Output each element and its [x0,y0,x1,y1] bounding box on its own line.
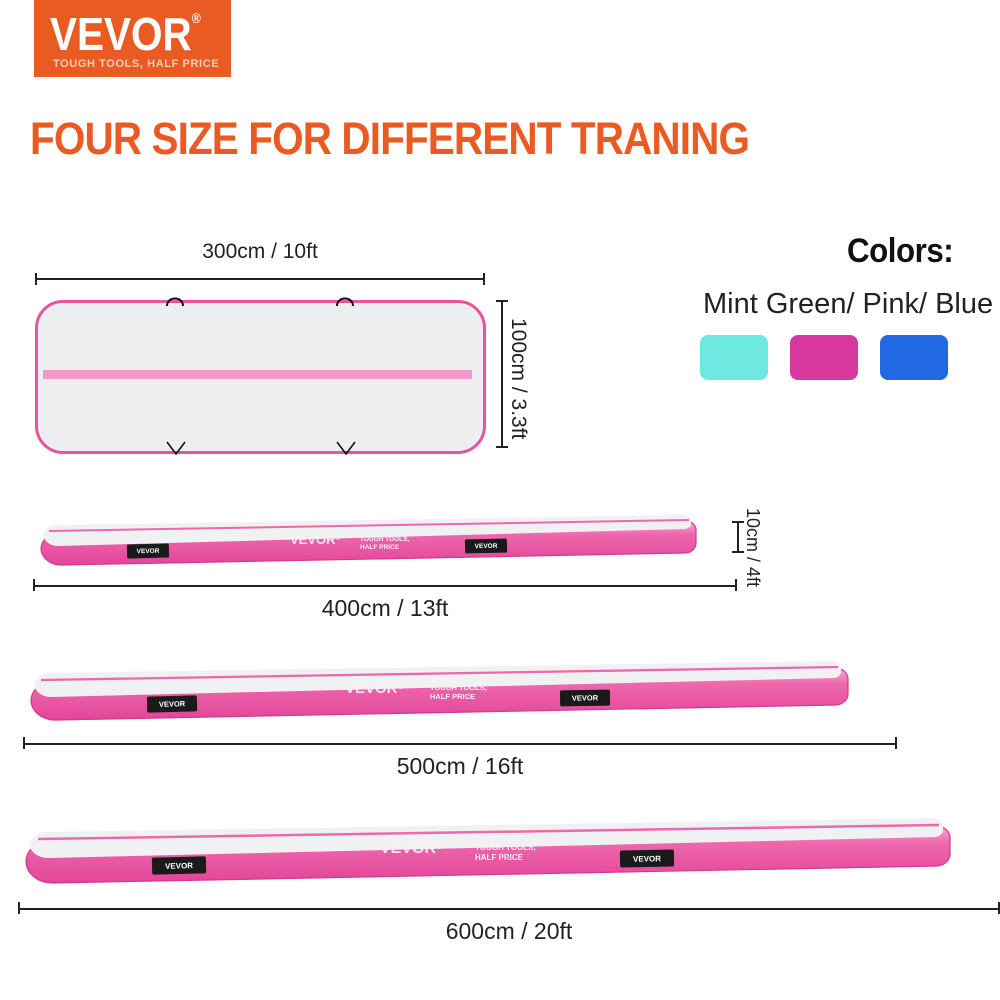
svg-text:VEVOR: VEVOR [137,548,160,556]
svg-text:VEVOR: VEVOR [475,543,498,550]
svg-text:HALF PRICE: HALF PRICE [360,544,400,551]
svg-text:VEVOR: VEVOR [159,699,186,709]
svg-text:VEVOR®: VEVOR® [380,840,443,857]
svg-text:TOUGH TOOLS,: TOUGH TOOLS, [430,683,487,692]
svg-text:TOUGH TOOLS,: TOUGH TOOLS, [360,536,409,543]
svg-text:VEVOR: VEVOR [165,861,193,871]
svg-text:VEVOR: VEVOR [633,854,661,863]
svg-text:VEVOR: VEVOR [572,693,599,702]
svg-text:TOUGH TOOLS,: TOUGH TOOLS, [475,843,536,852]
svg-text:HALF PRICE: HALF PRICE [430,692,475,701]
svg-text:VEVOR®: VEVOR® [345,680,404,697]
svg-text:VEVOR®: VEVOR® [290,532,342,547]
svg-text:HALF PRICE: HALF PRICE [475,853,524,862]
